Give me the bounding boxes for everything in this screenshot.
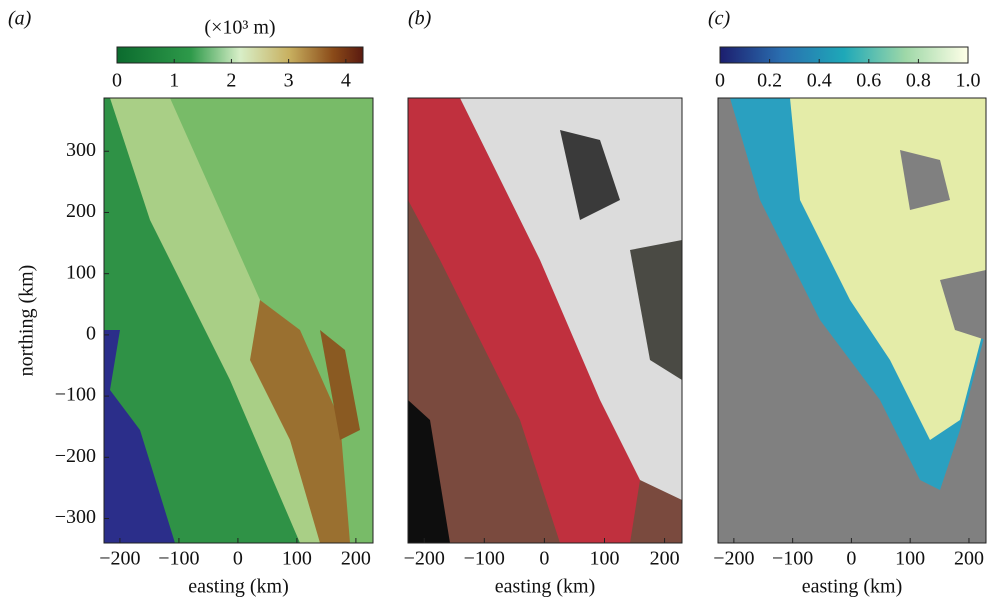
colorbar (719, 46, 969, 64)
colorbar-tick-label: 3 (284, 70, 294, 92)
colorbar-tick-label: 0.8 (906, 70, 931, 92)
colorbar-tick-label: 0.2 (757, 70, 782, 92)
y-tick-label: −200 (55, 445, 96, 467)
x-tick-label: −200 (713, 548, 754, 570)
y-axis-label: northing (km) (16, 265, 38, 377)
x-tick-label: 200 (954, 548, 984, 570)
y-tick-label: 300 (66, 139, 96, 161)
panel-label: (b) (408, 8, 432, 30)
y-tick-label: 0 (86, 322, 96, 344)
colorbar-tick-label: 0 (112, 70, 122, 92)
x-tick-label: 100 (895, 548, 925, 570)
x-tick-label: 100 (589, 548, 619, 570)
elevation-map (104, 98, 373, 543)
x-tick-label: 200 (650, 548, 680, 570)
panel-label: (a) (8, 8, 32, 30)
colorbar-tick-label: 2 (226, 70, 236, 92)
colorbar-tick-label: 4 (341, 70, 351, 92)
axes-frame (103, 97, 374, 544)
colorbar-tick-label: 0 (715, 70, 725, 92)
satellite-image (408, 98, 682, 543)
x-tick-label: 200 (341, 548, 371, 570)
colorbar-tick-label: 0.6 (856, 70, 881, 92)
y-tick-label: −300 (55, 506, 96, 528)
x-tick-label: −100 (772, 548, 813, 570)
x-tick-label: −100 (158, 548, 199, 570)
fraction-map (718, 98, 986, 543)
y-tick-label: 100 (66, 261, 96, 283)
x-tick-label: 0 (233, 548, 243, 570)
colorbar-tick-label: 1 (169, 70, 179, 92)
x-tick-label: −100 (464, 548, 505, 570)
x-tick-label: −200 (99, 548, 140, 570)
x-tick-label: 0 (539, 548, 549, 570)
y-tick-label: −100 (55, 384, 96, 406)
colorbar-tick-label: 0.4 (807, 70, 832, 92)
x-tick-label: 0 (846, 548, 856, 570)
x-axis-label: easting (km) (188, 576, 289, 598)
colorbar-tick-label: 1.0 (956, 70, 981, 92)
colorbar-title: (×10³ m) (204, 17, 275, 39)
axes-frame (717, 97, 987, 544)
y-tick-label: 200 (66, 200, 96, 222)
colorbar (116, 46, 364, 64)
x-tick-label: 100 (282, 548, 312, 570)
x-axis-label: easting (km) (495, 576, 596, 598)
panel-label: (c) (708, 8, 731, 30)
axes-frame (407, 97, 683, 544)
x-tick-label: −200 (404, 548, 445, 570)
x-axis-label: easting (km) (802, 576, 903, 598)
